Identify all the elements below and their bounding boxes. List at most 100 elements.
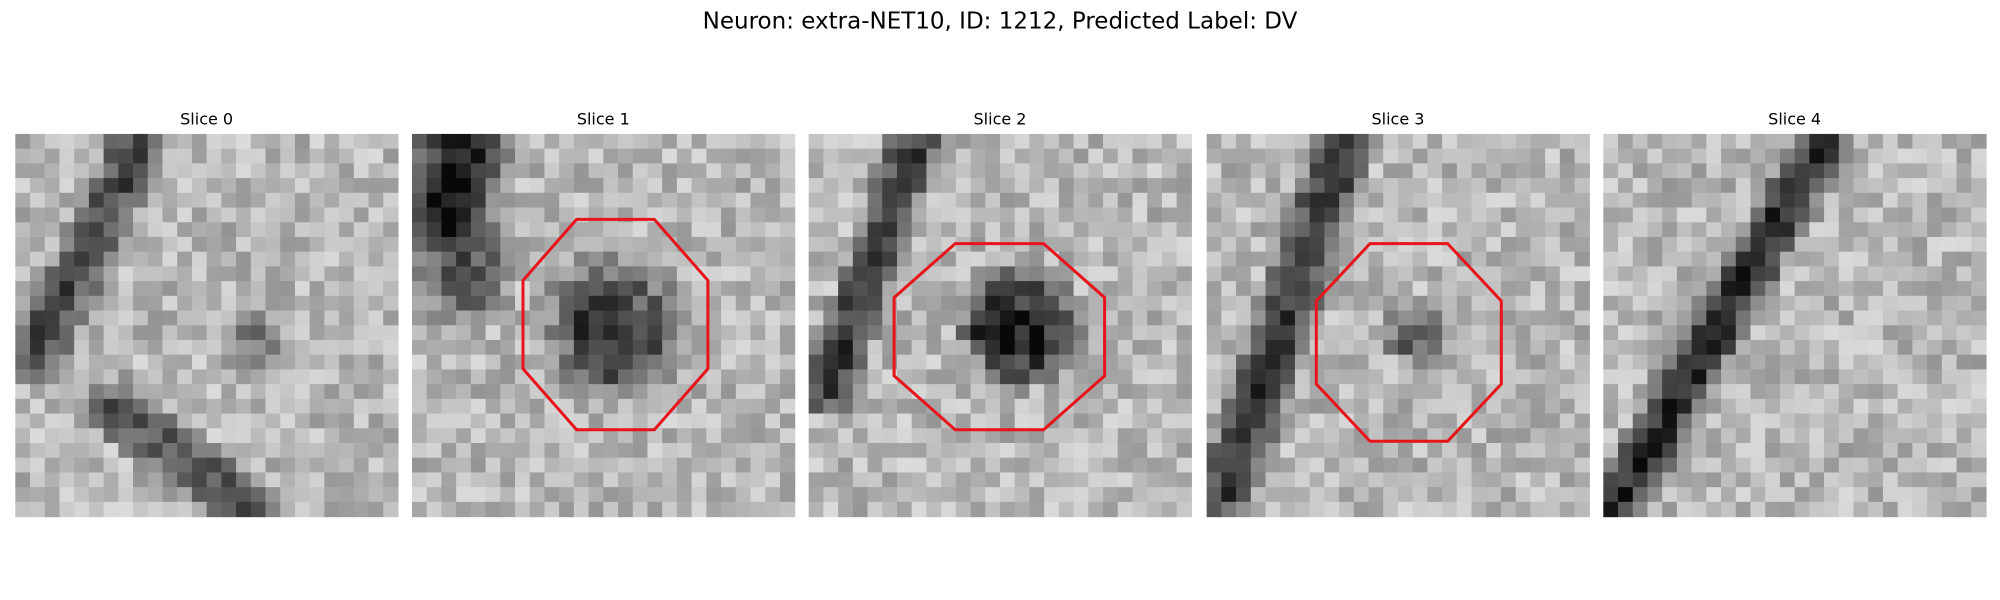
pixel [1545, 236, 1561, 253]
pixel [1824, 295, 1840, 312]
pixel [1265, 487, 1281, 503]
pixel [1838, 325, 1855, 341]
pixel [221, 266, 237, 282]
pixel [632, 472, 649, 488]
pixel [1000, 354, 1016, 371]
pixel [1280, 384, 1296, 400]
pixel [1280, 501, 1296, 518]
pixel [1147, 384, 1163, 400]
pixel [59, 163, 75, 179]
pixel [1647, 148, 1663, 164]
pixel [926, 236, 942, 253]
pixel [1721, 325, 1737, 341]
pixel [250, 295, 267, 312]
pixel [544, 398, 560, 415]
pixel [456, 178, 472, 194]
pixel [867, 428, 883, 444]
pixel [1442, 339, 1458, 356]
pixel [1221, 207, 1237, 223]
pixel [1794, 281, 1810, 297]
pixel [1545, 251, 1561, 267]
pixel [118, 325, 134, 341]
pixel [823, 266, 839, 282]
pixel [324, 457, 340, 474]
pixel [383, 339, 399, 356]
pixel [1117, 192, 1134, 209]
pixel [1794, 222, 1810, 238]
pixel [838, 281, 854, 297]
pixel [426, 339, 443, 356]
pixel [118, 413, 134, 429]
pixel [1456, 442, 1473, 459]
pixel [544, 413, 560, 429]
pixel [1236, 428, 1252, 444]
pixel [1147, 266, 1163, 282]
pixel [1603, 354, 1619, 371]
pixel [1132, 354, 1148, 371]
pixel [30, 163, 46, 179]
pixel [368, 369, 384, 385]
pixel [339, 325, 355, 341]
pixel [118, 266, 134, 282]
pixel [1941, 369, 1958, 385]
pixel [867, 413, 883, 429]
pixel [1294, 148, 1311, 164]
pixel [426, 472, 443, 488]
pixel [74, 163, 90, 179]
pixel [896, 295, 913, 312]
pixel [1559, 192, 1576, 209]
pixel [691, 178, 707, 194]
pixel [1647, 339, 1663, 356]
pixel [1471, 325, 1487, 341]
pixel [309, 207, 325, 223]
pixel [1294, 384, 1311, 400]
pixel [1574, 207, 1590, 223]
pixel [765, 354, 781, 371]
pixel [823, 457, 839, 474]
pixel [1853, 457, 1869, 474]
pixel [573, 369, 590, 385]
pixel [544, 222, 560, 238]
pixel [896, 178, 913, 194]
pixel [515, 178, 531, 194]
pixel [1368, 222, 1384, 238]
pixel [1603, 442, 1619, 459]
pixel [30, 428, 46, 444]
pixel [1339, 163, 1355, 179]
pixel [470, 457, 487, 474]
pixel [177, 354, 193, 371]
pixel [44, 192, 61, 209]
pixel [985, 487, 1001, 503]
pixel [1221, 413, 1237, 429]
pixel [1250, 192, 1267, 209]
pixel [1912, 325, 1928, 341]
pixel [765, 295, 781, 312]
pixel [1117, 295, 1134, 312]
pixel [911, 281, 928, 297]
pixel [1647, 222, 1663, 238]
pixel [1250, 501, 1267, 518]
pixel [1206, 178, 1222, 194]
pixel [1691, 310, 1707, 326]
pixel [1412, 281, 1428, 297]
pixel [955, 501, 972, 518]
pixel [1427, 398, 1443, 415]
pixel [309, 192, 325, 209]
pixel [1912, 133, 1928, 150]
pixel [426, 192, 443, 209]
pixel [1073, 339, 1089, 356]
pixel [309, 398, 325, 415]
pixel [250, 251, 267, 267]
pixel [1176, 133, 1192, 150]
pixel [1618, 501, 1634, 518]
pixel [280, 133, 296, 150]
pixel [1029, 148, 1045, 164]
pixel [882, 487, 898, 503]
pixel [1383, 472, 1399, 488]
pixel [1324, 236, 1340, 253]
pixel [1706, 163, 1722, 179]
pixel [1824, 398, 1840, 415]
pixel [1868, 472, 1884, 488]
pixel [882, 266, 898, 282]
pixel [896, 428, 913, 444]
